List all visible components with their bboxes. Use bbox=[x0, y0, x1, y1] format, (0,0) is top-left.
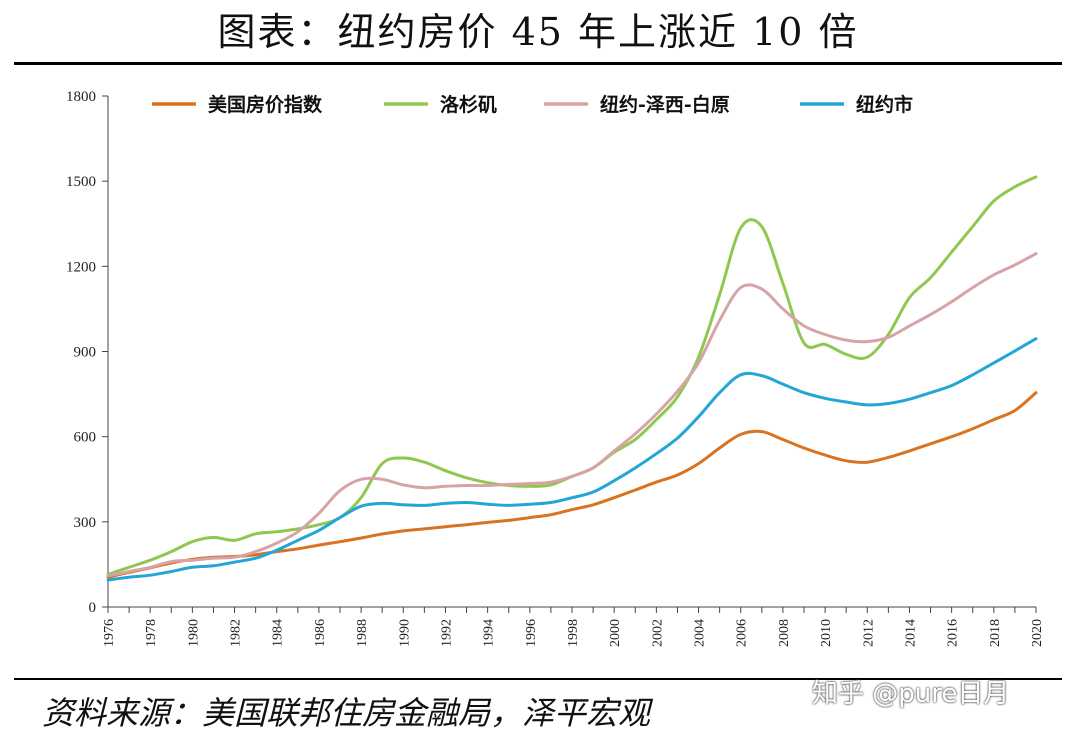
x-tick-label: 2014 bbox=[903, 619, 918, 647]
title-rule bbox=[14, 62, 1062, 65]
x-tick-label: 1984 bbox=[271, 619, 286, 647]
y-tick-label: 1200 bbox=[66, 259, 96, 275]
y-tick-label: 300 bbox=[74, 515, 97, 531]
x-tick-label: 2004 bbox=[693, 619, 708, 647]
legend-label-3: 纽约-泽西-白原 bbox=[600, 93, 730, 116]
x-tick-label: 1982 bbox=[229, 619, 244, 647]
x-tick-label: 1992 bbox=[439, 619, 454, 647]
y-tick-label: 1800 bbox=[66, 89, 96, 105]
x-tick-label: 1996 bbox=[524, 619, 539, 647]
y-tick-label: 600 bbox=[74, 430, 97, 446]
watermark: 知乎 @pure日月 bbox=[812, 679, 1010, 709]
line-chart: 0 300 600 900 1200 1500 1800 1976 1978 1980 1982 19… bbox=[66, 89, 1045, 647]
chart-legend: 美国房价指数 洛杉矶 纽约-泽西-白原 纽约市 bbox=[152, 93, 913, 116]
x-tick-label: 2008 bbox=[777, 619, 792, 647]
x-tick-label: 2018 bbox=[988, 619, 1003, 647]
legend-label-2: 洛杉矶 bbox=[440, 93, 497, 116]
series-line-3 bbox=[106, 252, 1038, 578]
x-tick-label: 1980 bbox=[186, 619, 201, 647]
x-tick-label: 1998 bbox=[566, 619, 581, 647]
x-tick-label: 1976 bbox=[102, 619, 117, 647]
legend-label-4: 纽约市 bbox=[856, 93, 913, 116]
legend-label-1: 美国房价指数 bbox=[208, 93, 323, 116]
series-line-4 bbox=[106, 337, 1038, 582]
x-tick-label: 2012 bbox=[861, 619, 876, 647]
x-tick-label: 2006 bbox=[735, 619, 750, 647]
x-tick-label: 1990 bbox=[397, 619, 412, 647]
x-tick-label: 1986 bbox=[313, 619, 328, 647]
chart-series bbox=[106, 175, 1038, 582]
series-line-1 bbox=[106, 391, 1038, 579]
chart-axes: 0 300 600 900 1200 1500 1800 1976 1978 1980 1982 19… bbox=[66, 89, 1045, 647]
x-tick-label: 1994 bbox=[482, 619, 497, 647]
x-tick-label: 1988 bbox=[355, 619, 370, 647]
page-title: 图表：纽约房价 45 年上涨近 10 倍 bbox=[217, 10, 859, 54]
series-line-2 bbox=[106, 175, 1038, 576]
y-tick-label: 1500 bbox=[66, 174, 96, 190]
y-tick-label: 0 bbox=[89, 600, 97, 616]
x-tick-label: 2020 bbox=[1030, 619, 1045, 647]
source-note: 资料来源：美国联邦住房金融局，泽平宏观 bbox=[42, 694, 651, 732]
source-rule bbox=[14, 678, 1062, 680]
x-tick-label: 2010 bbox=[819, 619, 834, 647]
x-tick-label: 2002 bbox=[650, 619, 665, 647]
x-tick-label: 2000 bbox=[608, 619, 623, 647]
x-tick-label: 2016 bbox=[946, 619, 961, 647]
x-tick-label: 1978 bbox=[144, 619, 159, 647]
y-tick-label: 900 bbox=[74, 345, 97, 361]
